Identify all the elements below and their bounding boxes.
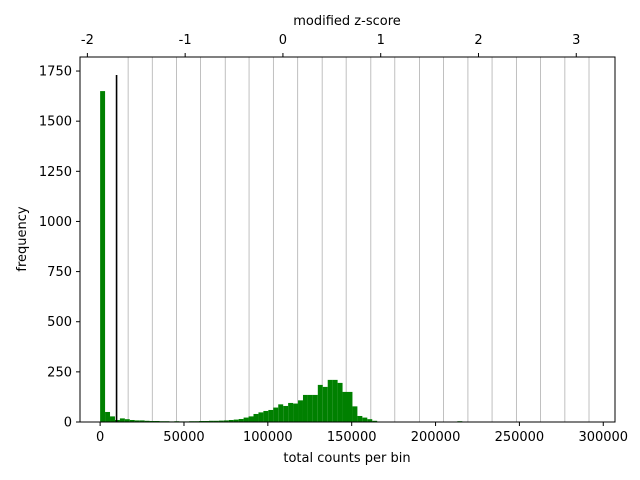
top-axis-ticks: -2 -1 0 1 2 3 [81, 33, 580, 57]
histogram-bar [293, 403, 299, 422]
y-tick-label: 1250 [39, 165, 72, 180]
histogram-bar [367, 419, 373, 422]
histogram-bar [223, 420, 229, 422]
histogram-bar [105, 411, 111, 422]
histogram-bar [332, 379, 338, 422]
histogram-bar [119, 418, 125, 422]
histogram-bar [273, 407, 279, 422]
x-tick-label: 150000 [327, 430, 377, 445]
y-tick-label: 0 [64, 416, 72, 431]
histogram-bar [278, 404, 284, 422]
histogram-bar [268, 409, 274, 422]
histogram-bar [298, 400, 303, 422]
histogram-bar [362, 417, 368, 422]
histogram-bar [218, 420, 224, 422]
histogram-bar [312, 394, 318, 422]
histogram-bar [307, 394, 313, 422]
top-tick-label: 3 [572, 33, 580, 48]
histogram-bar [322, 386, 328, 422]
histogram-bar [144, 420, 150, 422]
histogram-bar [233, 419, 239, 422]
histogram-bar [110, 416, 115, 422]
histogram-bar [149, 420, 155, 422]
histogram-bar [139, 420, 145, 422]
x-axis-ticks: 0 50000 100000 150000 200000 250000 300000 [96, 422, 628, 445]
top-tick-label: 0 [279, 33, 287, 48]
histogram-bars [100, 91, 463, 422]
y-tick-label: 1750 [39, 65, 72, 80]
y-tick-label: 1500 [39, 115, 72, 130]
histogram-bar [372, 420, 378, 422]
y-tick-label: 1000 [39, 215, 72, 230]
histogram-bar [352, 406, 358, 422]
x-tick-label: 0 [96, 430, 104, 445]
histogram-bar [357, 415, 363, 422]
top-tick-label: 1 [377, 33, 385, 48]
histogram-bar [100, 91, 106, 422]
histogram-bar [124, 419, 130, 422]
plot-background [80, 57, 615, 422]
x-tick-label: 50000 [163, 430, 204, 445]
x-tick-label: 100000 [243, 430, 293, 445]
histogram-bar [342, 391, 348, 422]
histogram-bar [337, 382, 343, 422]
histogram-bar [204, 420, 209, 422]
histogram-bar [317, 384, 323, 422]
histogram-bar [154, 420, 160, 422]
histogram-bar [288, 402, 294, 422]
x-axis-title: total counts per bin [283, 451, 410, 466]
histogram-bar [258, 412, 264, 422]
histogram-bar [238, 418, 244, 422]
top-axis-title: modified z-score [293, 14, 401, 29]
histogram-bar [134, 420, 140, 422]
x-tick-label: 300000 [578, 430, 628, 445]
y-axis-title: frequency [15, 206, 30, 272]
histogram-bar [199, 420, 205, 422]
top-tick-label: -2 [81, 33, 94, 48]
histogram-bar [302, 394, 308, 422]
histogram-bar [253, 413, 259, 422]
histogram-bar [263, 410, 269, 422]
x-tick-label: 250000 [495, 430, 545, 445]
histogram-bar [327, 379, 333, 422]
y-tick-label: 250 [47, 365, 72, 380]
histogram-bar [243, 417, 249, 422]
histogram-bar [228, 419, 234, 422]
y-tick-label: 750 [47, 265, 72, 280]
histogram-bar [248, 416, 254, 422]
histogram-bar [283, 405, 289, 422]
histogram-bar [213, 420, 219, 422]
x-tick-label: 200000 [411, 430, 461, 445]
y-axis-ticks: 0 250 500 750 1000 1250 1500 1750 [39, 65, 80, 431]
grid-lines [127, 57, 590, 422]
plot-frame [79, 56, 616, 423]
histogram-bar [208, 420, 214, 422]
histogram-bar [347, 391, 353, 422]
top-tick-label: -1 [179, 33, 192, 48]
y-tick-label: 500 [47, 315, 72, 330]
histogram-bar [114, 419, 120, 422]
histogram-bar [129, 419, 135, 422]
top-tick-label: 2 [474, 33, 482, 48]
